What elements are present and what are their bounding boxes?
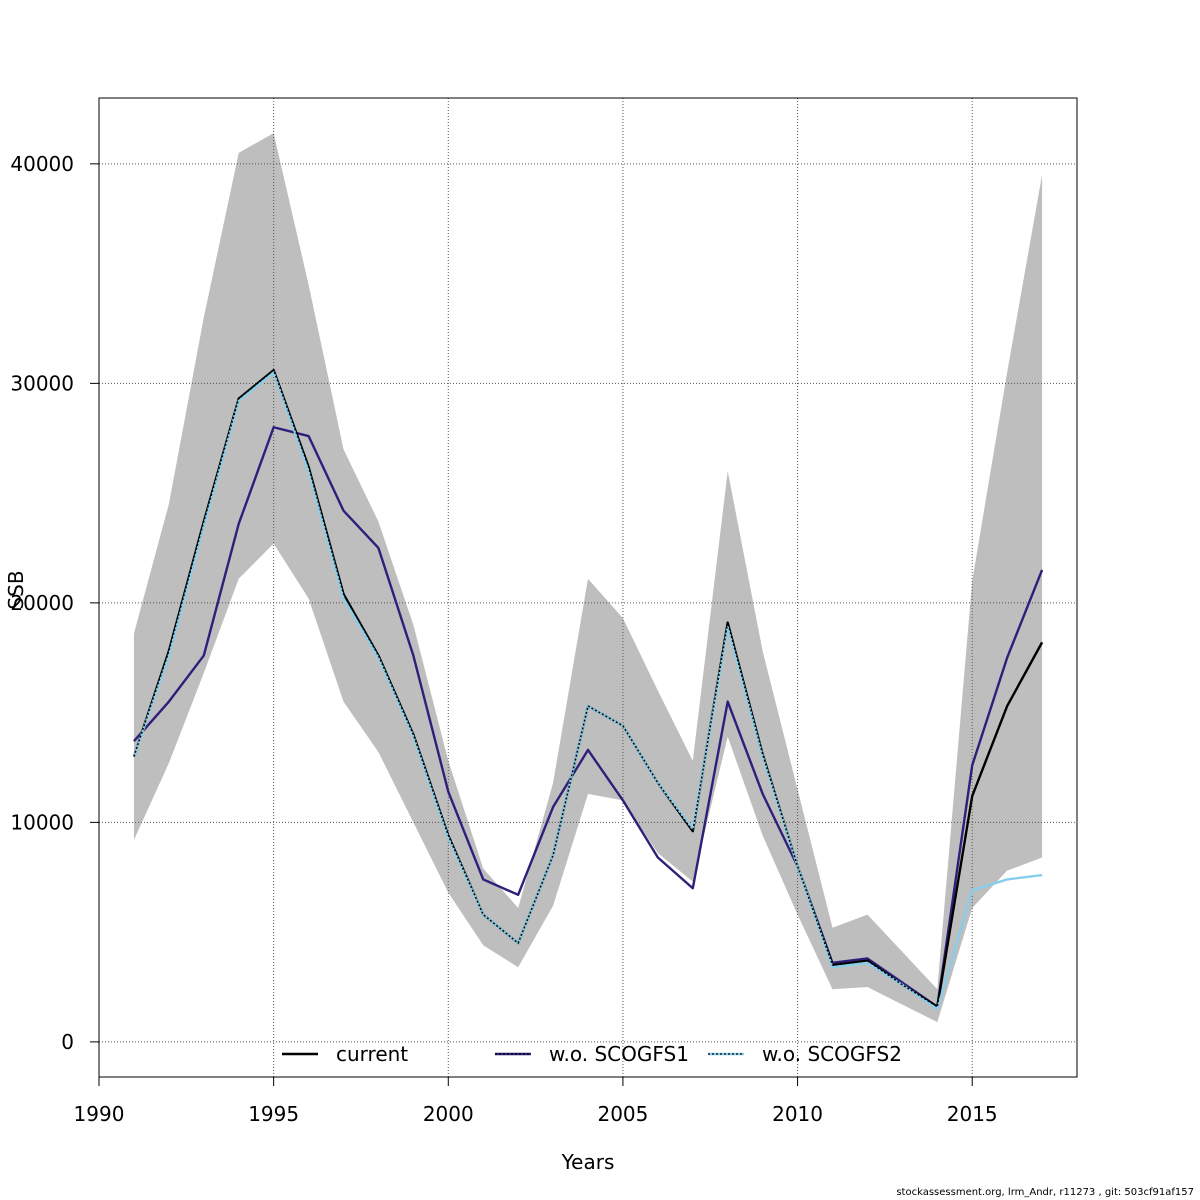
legend-label: w.o. SCOGFS2: [762, 1042, 902, 1066]
axes: 1990 1995 2000 2005 2010 2015 0 10000 20000 30000…: [10, 97, 1078, 1126]
confidence-band: [133, 133, 1043, 1023]
x-tick-label: 2015: [947, 1102, 998, 1126]
y-tick-label: 10000: [10, 810, 74, 834]
series-layer: [98, 98, 1077, 1077]
series-line-current-overlay: [133, 369, 1043, 1008]
x-axis-title: Years: [561, 1150, 615, 1174]
y-tick-label: 30000: [10, 371, 74, 395]
y-tick-label: 40000: [10, 152, 74, 176]
legend: current w.o. SCOGFS1 w.o. SCOGFS2: [282, 1042, 902, 1066]
x-tick-label: 2010: [772, 1102, 823, 1126]
x-tick-label: 2000: [423, 1102, 474, 1126]
confidence-band-layer: [133, 133, 1043, 1023]
x-tick-label: 1990: [74, 1102, 125, 1126]
y-axis-title: SSB: [4, 570, 28, 609]
legend-label: current: [336, 1042, 408, 1066]
y-tick-label: 20000: [10, 591, 74, 615]
legend-label: w.o. SCOGFS1: [549, 1042, 689, 1066]
series-line-w-o-scogfs1: [133, 426, 1044, 1008]
x-tick-label: 1995: [248, 1102, 299, 1126]
x-tick-label: 2005: [597, 1102, 648, 1126]
y-tick-label: 0: [61, 1030, 74, 1054]
footer-credit: stockassessment.org, lrm_Andr, r11273 , …: [896, 1187, 1194, 1198]
